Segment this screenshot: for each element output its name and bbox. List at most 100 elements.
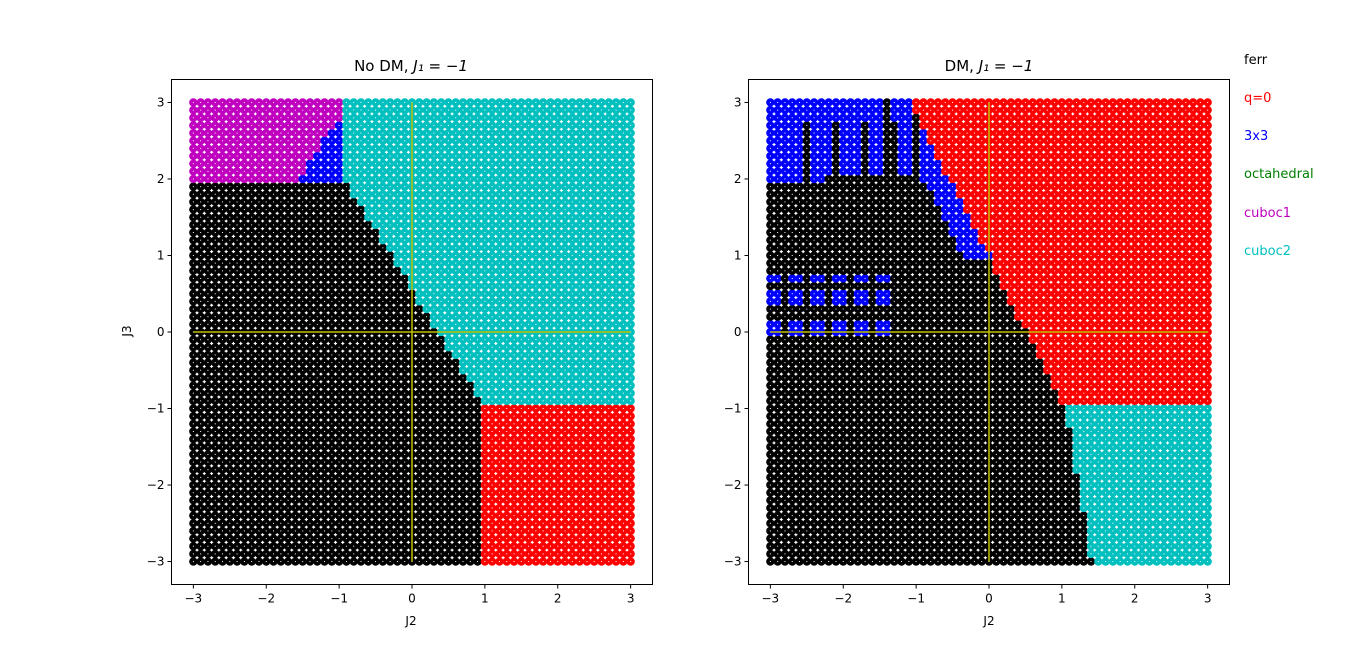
point-highlight (324, 408, 326, 410)
point-highlight (338, 415, 340, 417)
point-highlight (484, 492, 486, 494)
point-highlight (542, 553, 544, 555)
point-highlight (484, 515, 486, 517)
point-highlight (513, 469, 515, 471)
point-highlight (258, 453, 260, 455)
point-highlight (528, 538, 530, 540)
point-highlight (222, 561, 224, 563)
point-highlight (484, 415, 486, 417)
point-highlight (630, 476, 632, 478)
point-highlight (571, 553, 573, 555)
point-highlight (513, 515, 515, 517)
point-highlight (229, 492, 231, 494)
point-highlight (600, 499, 602, 501)
point-highlight (462, 561, 464, 563)
point-highlight (251, 423, 253, 425)
point-highlight (447, 507, 449, 509)
point-highlight (338, 469, 340, 471)
point-highlight (236, 430, 238, 432)
point-highlight (600, 446, 602, 448)
point-highlight (571, 515, 573, 517)
point-highlight (192, 499, 194, 501)
point-highlight (593, 438, 595, 440)
point-highlight (418, 484, 420, 486)
point-highlight (564, 476, 566, 478)
point-highlight (222, 499, 224, 501)
point-highlight (331, 446, 333, 448)
point-highlight (324, 461, 326, 463)
point-highlight (251, 430, 253, 432)
point-highlight (294, 469, 296, 471)
point-highlight (418, 507, 420, 509)
point-highlight (426, 469, 428, 471)
point-highlight (236, 484, 238, 486)
point-highlight (615, 453, 617, 455)
point-highlight (360, 499, 362, 501)
point-highlight (338, 461, 340, 463)
point-highlight (353, 484, 355, 486)
point-highlight (528, 515, 530, 517)
point-highlight (331, 423, 333, 425)
point-highlight (382, 538, 384, 540)
point-highlight (484, 545, 486, 547)
point-highlight (367, 515, 369, 517)
point-highlight (207, 415, 209, 417)
point-highlight (229, 499, 231, 501)
point-highlight (426, 507, 428, 509)
point-highlight (251, 507, 253, 509)
point-highlight (513, 461, 515, 463)
point-highlight (622, 561, 624, 563)
point-highlight (433, 484, 435, 486)
point-highlight (477, 469, 479, 471)
point-highlight (258, 499, 260, 501)
point-highlight (600, 484, 602, 486)
point-highlight (557, 469, 559, 471)
point-highlight (622, 492, 624, 494)
point-highlight (418, 430, 420, 432)
point-highlight (404, 438, 406, 440)
point-highlight (593, 476, 595, 478)
point-highlight (506, 430, 508, 432)
point-highlight (557, 499, 559, 501)
point-highlight (316, 538, 318, 540)
point-highlight (302, 430, 304, 432)
point-highlight (455, 530, 457, 532)
point-highlight (396, 408, 398, 410)
point-highlight (557, 476, 559, 478)
point-highlight (455, 423, 457, 425)
point-highlight (309, 561, 311, 563)
point-highlight (324, 415, 326, 417)
point-highlight (418, 469, 420, 471)
point-highlight (491, 453, 493, 455)
point-highlight (367, 538, 369, 540)
point-highlight (389, 515, 391, 517)
point-highlight (484, 438, 486, 440)
point-highlight (192, 461, 194, 463)
point-highlight (549, 492, 551, 494)
point-highlight (200, 430, 202, 432)
point-highlight (251, 561, 253, 563)
point-highlight (251, 461, 253, 463)
point-highlight (207, 553, 209, 555)
point-highlight (564, 492, 566, 494)
point-highlight (520, 499, 522, 501)
point-highlight (360, 415, 362, 417)
point-highlight (622, 423, 624, 425)
point-highlight (549, 538, 551, 540)
point-highlight (360, 484, 362, 486)
point-highlight (236, 538, 238, 540)
point-highlight (229, 507, 231, 509)
point-highlight (280, 492, 282, 494)
point-highlight (608, 415, 610, 417)
point-highlight (579, 415, 581, 417)
point-highlight (207, 507, 209, 509)
point-highlight (404, 453, 406, 455)
point-highlight (455, 538, 457, 540)
point-highlight (615, 484, 617, 486)
point-highlight (382, 408, 384, 410)
point-highlight (491, 438, 493, 440)
point-highlight (287, 515, 289, 517)
point-highlight (586, 476, 588, 478)
point-highlight (214, 438, 216, 440)
point-highlight (498, 561, 500, 563)
